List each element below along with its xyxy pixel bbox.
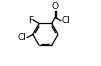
Text: F: F [28, 16, 33, 25]
Text: Cl: Cl [18, 33, 27, 42]
Text: O: O [52, 2, 59, 10]
Text: Cl: Cl [61, 16, 70, 25]
